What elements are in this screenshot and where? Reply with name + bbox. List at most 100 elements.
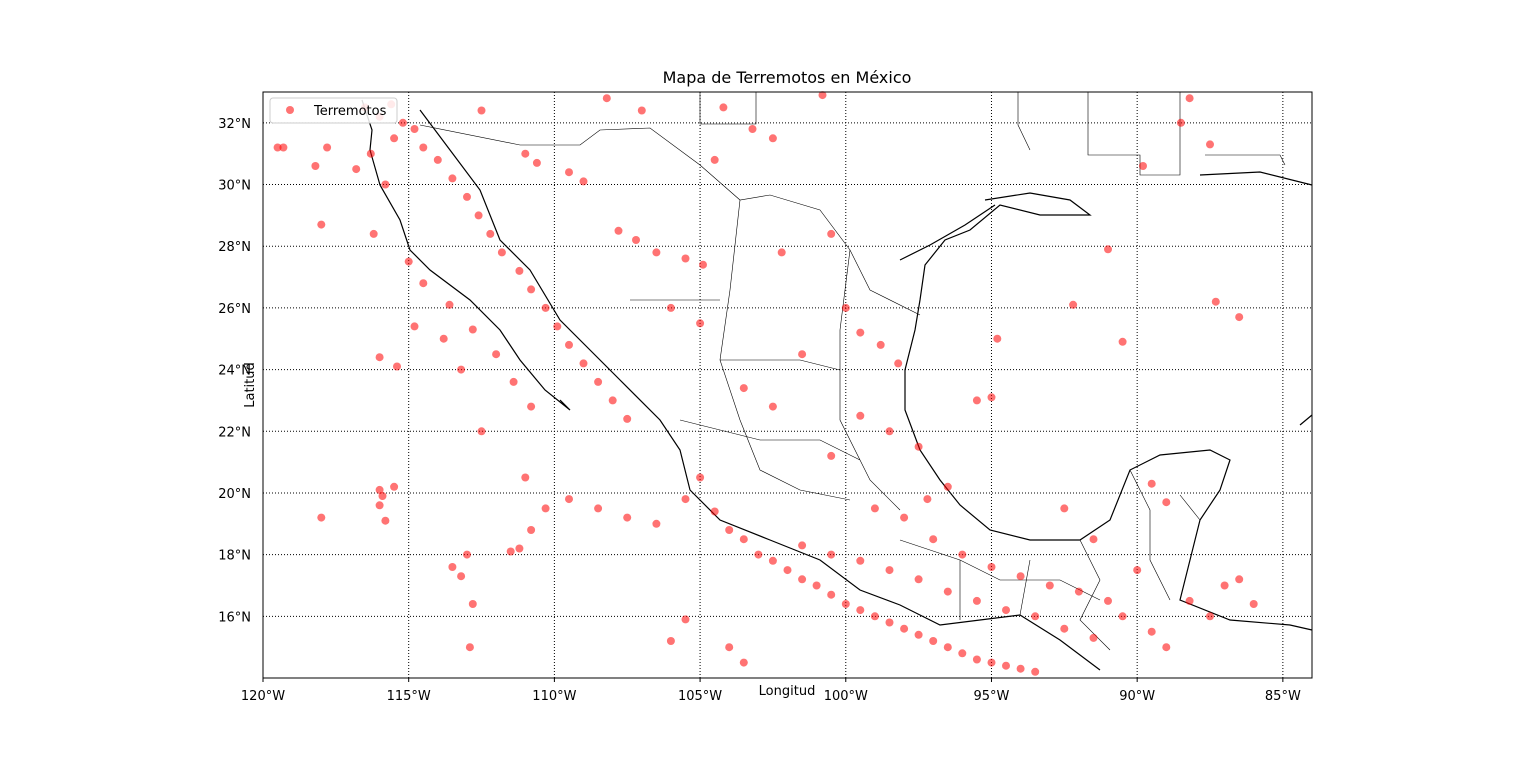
earthquake-point (719, 103, 728, 112)
map-plot-area (262, 91, 1313, 679)
earthquake-point (1162, 498, 1171, 507)
x-tick-label: 115°W (387, 689, 431, 704)
earthquake-point (681, 254, 690, 263)
earthquake-point (856, 556, 865, 565)
earthquake-point (754, 550, 763, 559)
political-borders (419, 92, 1286, 651)
earthquake-point (410, 125, 419, 133)
cuba-coastline (1299, 414, 1313, 426)
texas-coastline (899, 204, 996, 261)
earthquake-point (1147, 479, 1156, 488)
earthquake-point (870, 612, 879, 621)
earthquake-point (521, 149, 530, 158)
earthquake-point (681, 615, 690, 624)
earthquake-point (532, 158, 541, 167)
earthquake-point (914, 630, 923, 639)
earthquake-point (856, 606, 865, 615)
earthquake-point (900, 624, 909, 633)
florida-coastline (1199, 171, 1313, 186)
earthquake-point (987, 393, 996, 402)
earthquake-point (541, 303, 550, 312)
earthquake-point (448, 563, 457, 571)
x-tick-label: 120°W (241, 689, 285, 704)
earthquake-point (410, 322, 419, 331)
earthquake-point (710, 507, 719, 516)
earthquake-point (666, 303, 675, 312)
earthquake-point (463, 192, 471, 201)
y-tick-label: 22°N (218, 425, 251, 440)
y-axis-label: Latitud (243, 362, 258, 408)
earthquake-point (1060, 504, 1069, 513)
earthquake-point (1176, 118, 1185, 127)
earthquake-point (279, 143, 288, 152)
earthquake-point (900, 513, 909, 522)
earthquake-point (1074, 587, 1083, 596)
earthquake-point (1045, 581, 1054, 590)
earthquake-point (375, 485, 384, 494)
earthquake-point (1118, 612, 1127, 621)
earthquake-point (739, 658, 748, 667)
plot-frame (262, 91, 1313, 679)
earthquake-point (725, 526, 734, 534)
y-tick-label: 32°N (218, 117, 251, 132)
earthquake-point (1206, 612, 1214, 621)
earthquake-point (798, 575, 807, 584)
earthquake-point (623, 513, 632, 522)
earthquake-point (914, 442, 923, 451)
earthquake-point (448, 174, 457, 183)
earthquake-point (579, 359, 588, 368)
x-tick-label: 110°W (532, 689, 576, 704)
earthquake-point (958, 649, 967, 658)
earthquake-point (463, 550, 471, 559)
earthquake-point (497, 248, 506, 257)
earthquake-point (457, 572, 466, 581)
earthquake-point (856, 328, 865, 337)
earthquake-point (317, 220, 326, 229)
y-tick-label: 30°N (218, 179, 251, 194)
earthquake-point (818, 91, 827, 100)
earthquake-point (681, 495, 690, 504)
earthquake-point (515, 544, 524, 553)
earthquake-point (943, 587, 952, 596)
earthquake-point (987, 658, 996, 667)
x-axis-ticks: 120°W 115°W 110°W 105°W 100°W 95°W 90°W 85°W (241, 678, 1301, 704)
earthquake-point (608, 396, 617, 405)
earthquake-point (1235, 575, 1244, 584)
earthquake-point (323, 143, 332, 152)
earthquake-point (923, 495, 932, 504)
legend-marker (286, 106, 294, 114)
earthquake-point (958, 550, 967, 559)
x-axis-label: Longitud (759, 684, 816, 699)
earthquake-point (768, 402, 777, 411)
earthquake-point (972, 596, 981, 605)
earthquake-point (390, 134, 399, 143)
earthquake-point (433, 155, 442, 164)
earthquake-point (457, 365, 466, 374)
earthquake-point (1089, 535, 1098, 544)
earthquake-point (777, 248, 786, 257)
earthquake-point (696, 473, 705, 482)
earthquake-point (666, 637, 675, 645)
earthquake-point (468, 600, 477, 608)
earthquake-point (465, 643, 474, 652)
earthquake-point (987, 563, 996, 571)
earthquake-point (1235, 313, 1244, 322)
earthquake-point (527, 526, 536, 534)
earthquake-point (1147, 627, 1156, 636)
earthquake-point (468, 325, 477, 334)
earthquake-point (827, 451, 836, 460)
earthquake-point (352, 165, 361, 174)
earthquake-point (1118, 337, 1127, 346)
earthquake-point (594, 377, 603, 386)
mainland-pacific-coastline (419, 109, 1101, 671)
earthquake-point (637, 106, 646, 115)
earthquake-point (273, 143, 282, 152)
earthquake-point (541, 504, 550, 513)
earthquake-point (311, 162, 320, 170)
earthquake-point (1185, 94, 1194, 103)
earthquake-point (1069, 300, 1078, 309)
earthquake-point (632, 236, 640, 244)
earthquake-point (841, 600, 850, 608)
earthquake-point (696, 319, 705, 328)
earthquake-point (783, 566, 792, 575)
